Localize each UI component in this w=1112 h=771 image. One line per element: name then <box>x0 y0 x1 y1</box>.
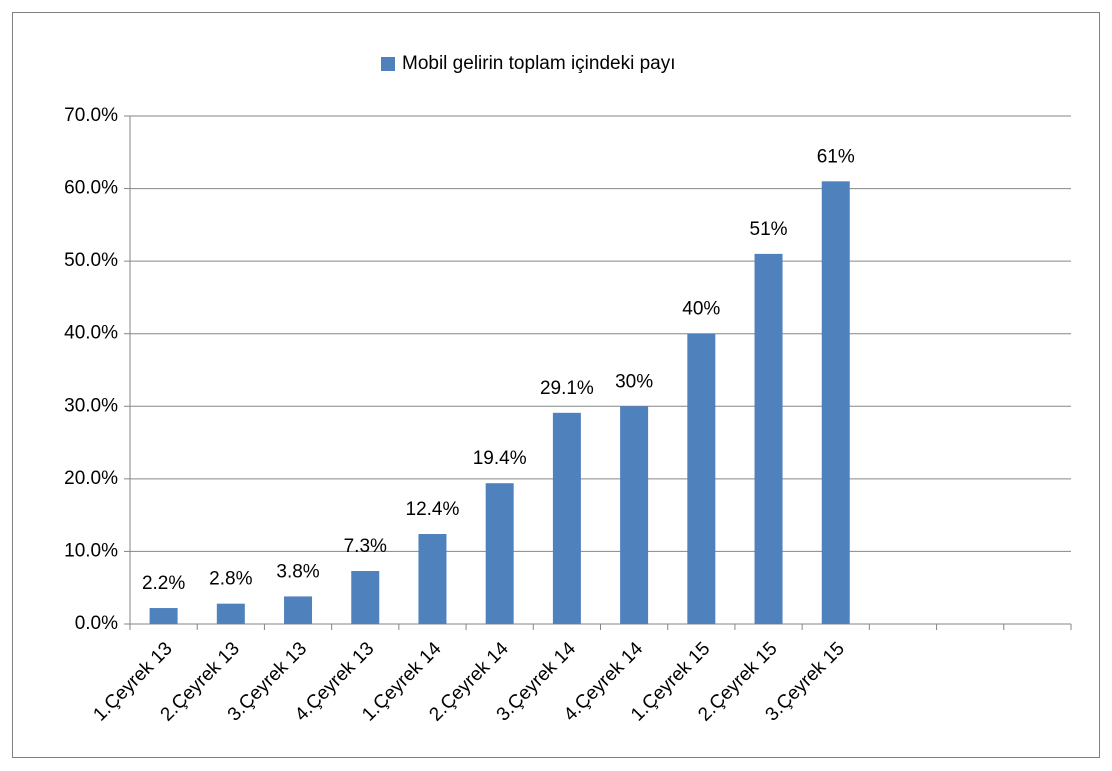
data-label: 12.4% <box>406 499 460 520</box>
data-label: 51% <box>750 219 788 240</box>
legend-label: Mobil gelirin toplam içindeki payı <box>402 53 676 74</box>
y-tick-label: 50.0% <box>64 250 118 271</box>
bar <box>821 181 850 625</box>
chart-border <box>12 12 1100 758</box>
data-label: 2.2% <box>142 573 185 594</box>
legend-swatch <box>381 57 395 71</box>
bar <box>620 406 649 624</box>
data-label: 30% <box>615 371 653 392</box>
y-tick-label: 70.0% <box>64 105 118 126</box>
bar <box>216 603 245 624</box>
y-tick-label: 30.0% <box>64 395 118 416</box>
bar <box>351 571 380 624</box>
data-label: 40% <box>682 299 720 320</box>
data-label: 19.4% <box>473 448 527 469</box>
bar <box>284 596 313 624</box>
data-label: 2.8% <box>209 569 252 590</box>
y-tick-label: 20.0% <box>64 468 118 489</box>
data-label: 7.3% <box>344 536 387 557</box>
data-label: 3.8% <box>276 561 319 582</box>
y-tick-label: 10.0% <box>64 540 118 561</box>
bar <box>485 483 514 624</box>
data-label: 61% <box>817 146 855 167</box>
y-tick-label: 40.0% <box>64 323 118 344</box>
bar <box>149 608 178 624</box>
y-tick-label: 60.0% <box>64 178 118 199</box>
y-tick-label: 0.0% <box>75 613 118 634</box>
data-label: 29.1% <box>540 378 594 399</box>
bar <box>552 412 581 624</box>
bar <box>754 253 783 624</box>
bar <box>418 534 447 624</box>
bar <box>687 333 716 624</box>
